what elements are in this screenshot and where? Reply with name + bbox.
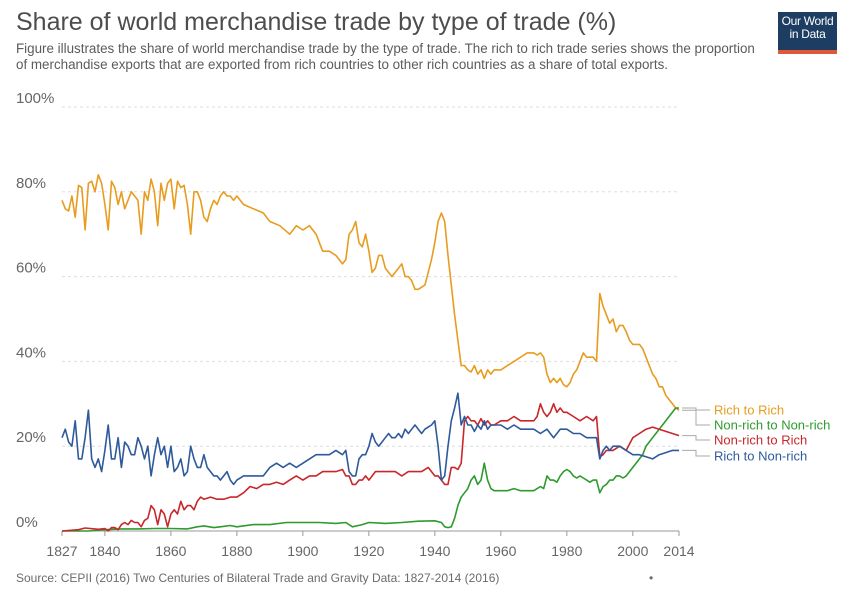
footer-dot: • (649, 571, 654, 585)
x-tick-label: 1827 (46, 543, 77, 559)
logo-line-2: in Data (789, 27, 826, 41)
chart-subtitle: Figure illustrates the share of world me… (16, 41, 755, 72)
legend-label-non-rich-to-non-rich[interactable]: Non-rich to Non-rich (714, 418, 830, 433)
y-tick-label: 100% (16, 90, 54, 107)
series-line-rich-to-non-rich[interactable] (61, 392, 679, 486)
y-tick-label: 0% (16, 514, 38, 531)
x-axis-ticks: 1827 1840 1860 1880 1900 1920 1940 1960 1980 2000… (46, 531, 695, 559)
legend-label-rich-to-rich[interactable]: Rich to Rich (714, 403, 784, 418)
y-tick-label: 20% (16, 429, 46, 446)
legend-label-non-rich-to-rich[interactable]: Non-rich to Rich (714, 433, 807, 448)
y-tick-label: 80% (16, 175, 46, 192)
y-axis-ticks: 0% 20% 40% 60% 80% 100% (16, 90, 54, 531)
series-line-non-rich-to-rich[interactable] (61, 403, 680, 532)
series-line-rich-to-rich[interactable] (61, 174, 680, 411)
x-tick-label: 1960 (485, 543, 516, 559)
legend-connector (682, 435, 710, 441)
series-lines (61, 174, 680, 532)
x-tick-label: 2014 (663, 543, 694, 559)
x-tick-label: 1840 (89, 543, 120, 559)
source-note[interactable]: Source: CEPII (2016) Two Centuries of Bi… (16, 571, 500, 585)
x-tick-label: 2000 (617, 543, 648, 559)
chart-title: Share of world merchandise trade by type… (16, 8, 617, 36)
x-tick-label: 1920 (353, 543, 384, 559)
x-tick-label: 1980 (551, 543, 582, 559)
x-tick-label: 1860 (155, 543, 186, 559)
gridlines (62, 106, 679, 532)
x-tick-label: 1940 (419, 543, 450, 559)
series-line-non-rich-to-non-rich[interactable] (62, 407, 679, 532)
legend-label-rich-to-non-rich[interactable]: Rich to Non-rich (714, 449, 807, 464)
legend-connector (682, 407, 710, 426)
legend-connector (682, 449, 710, 457)
y-tick-label: 60% (16, 260, 46, 277)
owid-logo[interactable]: Our World in Data (778, 12, 837, 54)
y-tick-label: 40% (16, 344, 46, 361)
x-tick-label: 1900 (287, 543, 318, 559)
x-tick-label: 1880 (221, 543, 252, 559)
logo-line-1: Our World (781, 14, 834, 28)
